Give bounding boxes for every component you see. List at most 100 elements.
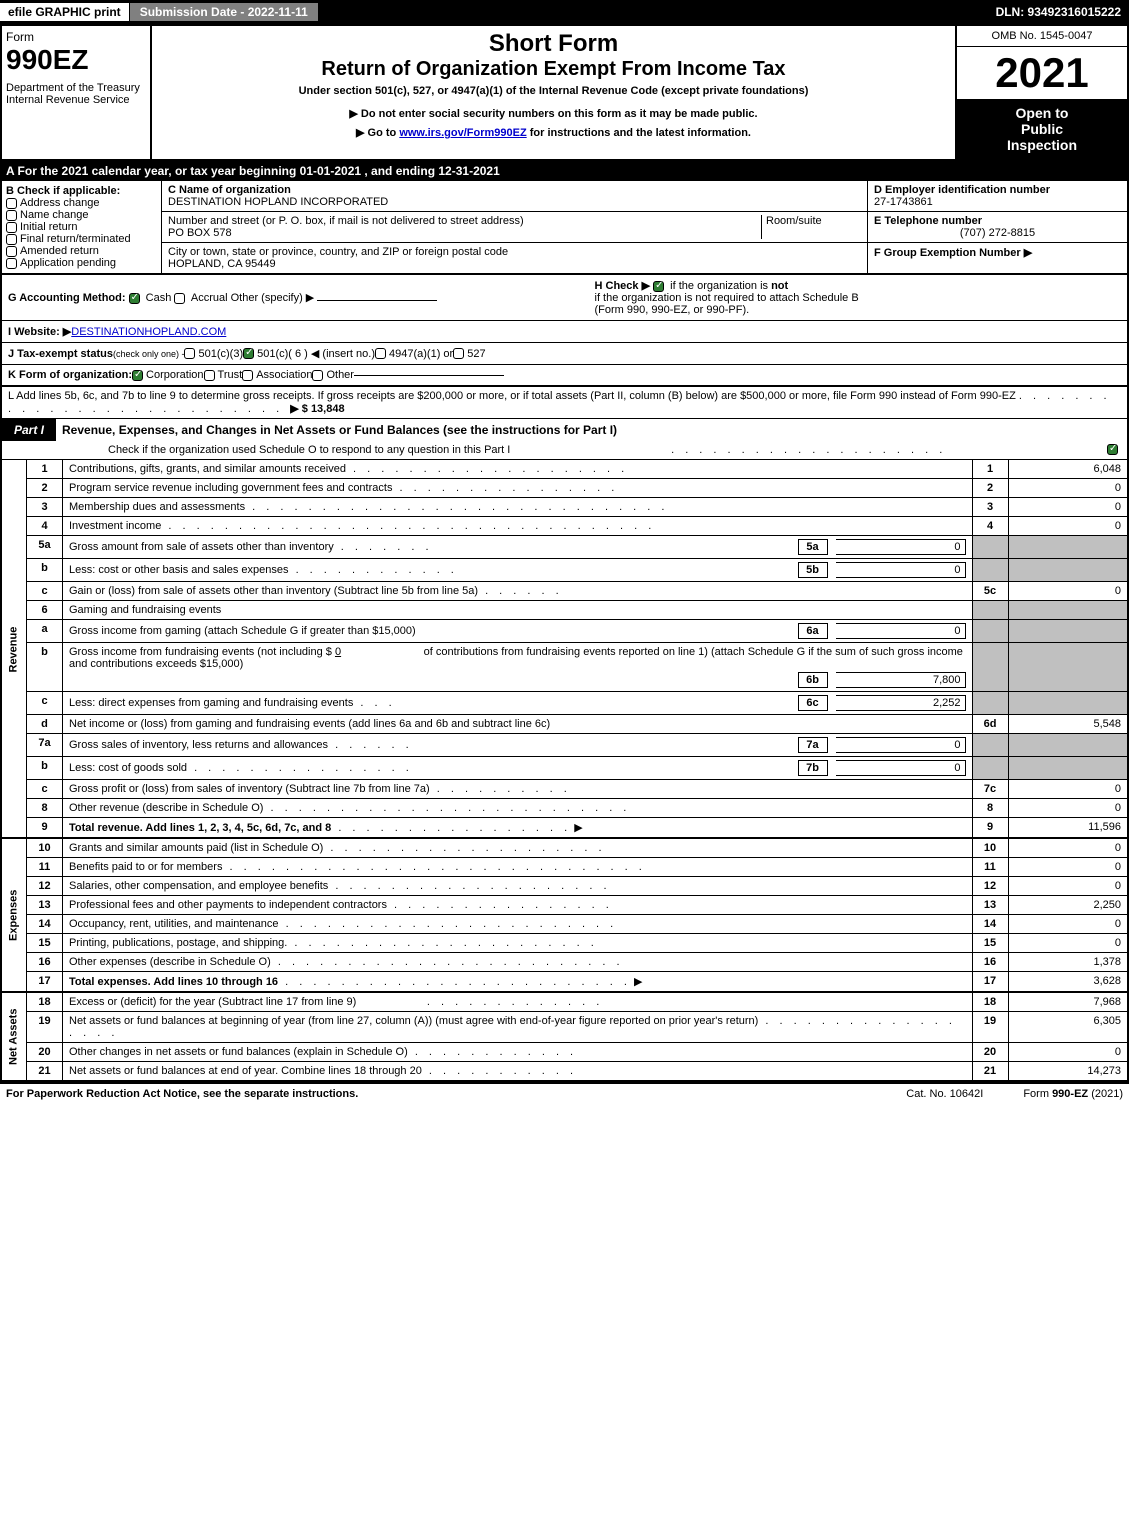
line-6c: Less: direct expenses from gaming and fu… xyxy=(63,692,973,715)
checkbox-scheduleO[interactable] xyxy=(1107,444,1118,455)
efile-label[interactable]: efile GRAPHIC print xyxy=(0,3,129,21)
l-amount: ▶ $ 13,848 xyxy=(290,403,344,415)
org-name: DESTINATION HOPLAND INCORPORATED xyxy=(168,196,388,208)
section-def: D Employer identification number 27-1743… xyxy=(867,181,1127,273)
open-inspection: Open to Public Inspection xyxy=(957,99,1127,159)
section-g: G Accounting Method: Cash Accrual Other … xyxy=(8,291,565,304)
section-b: B Check if applicable: Address change Na… xyxy=(2,181,162,273)
checkbox-final[interactable] xyxy=(6,234,17,245)
main-title: Return of Organization Exempt From Incom… xyxy=(156,58,951,81)
line-2: Program service revenue including govern… xyxy=(63,479,973,498)
goto-note: ▶ Go to www.irs.gov/Form990EZ for instru… xyxy=(156,126,951,139)
line-9: Total revenue. Add lines 1, 2, 3, 4, 5c,… xyxy=(63,818,973,839)
city: HOPLAND, CA 95449 xyxy=(168,258,276,270)
under-section: Under section 501(c), 527, or 4947(a)(1)… xyxy=(156,85,951,97)
checkbox-name[interactable] xyxy=(6,210,17,221)
b-title: B Check if applicable: xyxy=(6,185,157,197)
ein: 27-1743861 xyxy=(874,196,933,208)
checkbox-527[interactable] xyxy=(453,348,464,359)
row-j: J Tax-exempt status (check only one) - 5… xyxy=(0,343,1129,365)
checkbox-address[interactable] xyxy=(6,198,17,209)
part1-check: Check if the organization used Schedule … xyxy=(0,441,1129,459)
side-expenses: Expenses xyxy=(1,838,27,992)
dln: DLN: 93492316015222 xyxy=(988,3,1129,21)
line-14: Occupancy, rent, utilities, and maintena… xyxy=(63,915,973,934)
form-number: 990EZ xyxy=(6,44,146,76)
irs-link[interactable]: www.irs.gov/Form990EZ xyxy=(399,127,526,139)
line-13: Professional fees and other payments to … xyxy=(63,896,973,915)
line-8: Other revenue (describe in Schedule O) .… xyxy=(63,799,973,818)
checkbox-assoc[interactable] xyxy=(242,370,253,381)
section-h: H Check ▶ if the organization is not if … xyxy=(565,279,1122,316)
checkbox-4947[interactable] xyxy=(375,348,386,359)
omb-number: OMB No. 1545-0047 xyxy=(957,26,1127,47)
line-16: Other expenses (describe in Schedule O) … xyxy=(63,953,973,972)
row-i: I Website: ▶ DESTINATIONHOPLAND.COM xyxy=(0,321,1129,343)
line-19: Net assets or fund balances at beginning… xyxy=(63,1012,973,1043)
line-6d: Net income or (loss) from gaming and fun… xyxy=(63,715,973,734)
part1-label: Part I xyxy=(2,419,56,441)
section-c: C Name of organization DESTINATION HOPLA… xyxy=(162,181,867,273)
top-bar: efile GRAPHIC print Submission Date - 20… xyxy=(0,0,1129,24)
row-gh: G Accounting Method: Cash Accrual Other … xyxy=(0,275,1129,321)
page-footer: For Paperwork Reduction Act Notice, see … xyxy=(0,1082,1129,1104)
row-k: K Form of organization: Corporation Trus… xyxy=(0,365,1129,387)
checkbox-trust[interactable] xyxy=(204,370,215,381)
submission-date: Submission Date - 2022-11-11 xyxy=(129,2,319,22)
section-a: A For the 2021 calendar year, or tax yea… xyxy=(0,161,1129,181)
line-5a: Gross amount from sale of assets other t… xyxy=(63,536,973,559)
row-l: L Add lines 5b, 6c, and 7b to line 9 to … xyxy=(0,387,1129,419)
room-suite: Room/suite xyxy=(761,215,861,239)
footer-right: Form 990-EZ (2021) xyxy=(983,1088,1123,1100)
line-21: Net assets or fund balances at end of ye… xyxy=(63,1062,973,1082)
side-revenue: Revenue xyxy=(1,460,27,839)
part1-wrap: Part I Revenue, Expenses, and Changes in… xyxy=(0,419,1129,441)
line-20: Other changes in net assets or fund bala… xyxy=(63,1043,973,1062)
part1-title: Revenue, Expenses, and Changes in Net As… xyxy=(56,419,1127,441)
line-11: Benefits paid to or for members . . . . … xyxy=(63,858,973,877)
line-3: Membership dues and assessments . . . . … xyxy=(63,498,973,517)
line-5b: Less: cost or other basis and sales expe… xyxy=(63,559,973,582)
header-center: Short Form Return of Organization Exempt… xyxy=(152,26,957,159)
line-7a: Gross sales of inventory, less returns a… xyxy=(63,734,973,757)
short-form-title: Short Form xyxy=(156,30,951,58)
footer-left: For Paperwork Reduction Act Notice, see … xyxy=(6,1088,906,1100)
checkbox-amended[interactable] xyxy=(6,246,17,257)
info-grid: B Check if applicable: Address change Na… xyxy=(0,181,1129,275)
website-link[interactable]: DESTINATIONHOPLAND.COM xyxy=(71,326,226,338)
line-15: Printing, publications, postage, and shi… xyxy=(63,934,973,953)
f-label: F Group Exemption Number ▶ xyxy=(874,247,1032,259)
e-label: E Telephone number xyxy=(874,215,982,227)
header-left: Form 990EZ Department of the Treasury In… xyxy=(2,26,152,159)
side-netassets: Net Assets xyxy=(1,992,27,1081)
phone: (707) 272-8815 xyxy=(874,227,1121,239)
checkbox-pending[interactable] xyxy=(6,258,17,269)
form-header: Form 990EZ Department of the Treasury In… xyxy=(0,24,1129,161)
line-17: Total expenses. Add lines 10 through 16 … xyxy=(63,972,973,993)
checkbox-501c[interactable] xyxy=(243,348,254,359)
line-12: Salaries, other compensation, and employ… xyxy=(63,877,973,896)
checkbox-cash[interactable] xyxy=(129,293,140,304)
d-label: D Employer identification number xyxy=(874,184,1050,196)
c-label: C Name of organization xyxy=(168,184,291,196)
addr-label: Number and street (or P. O. box, if mail… xyxy=(168,215,524,227)
line-18: Excess or (deficit) for the year (Subtra… xyxy=(63,992,973,1012)
footer-mid: Cat. No. 10642I xyxy=(906,1088,983,1100)
tax-year: 2021 xyxy=(957,47,1127,99)
city-label: City or town, state or province, country… xyxy=(168,246,508,258)
line-6a: Gross income from gaming (attach Schedul… xyxy=(63,620,973,643)
line-7c: Gross profit or (loss) from sales of inv… xyxy=(63,780,973,799)
line-4: Investment income . . . . . . . . . . . … xyxy=(63,517,973,536)
checkbox-initial[interactable] xyxy=(6,222,17,233)
irs: Internal Revenue Service xyxy=(6,94,146,106)
addr: PO BOX 578 xyxy=(168,227,232,239)
checkbox-h[interactable] xyxy=(653,281,664,292)
checkbox-corp[interactable] xyxy=(132,370,143,381)
checkbox-other[interactable] xyxy=(312,370,323,381)
checkbox-501c3[interactable] xyxy=(184,348,195,359)
dept-treasury: Department of the Treasury xyxy=(6,82,146,94)
line-6b: Gross income from fundraising events (no… xyxy=(63,643,973,692)
line-5c: Gain or (loss) from sale of assets other… xyxy=(63,582,973,601)
ssn-note: ▶ Do not enter social security numbers o… xyxy=(156,107,951,120)
checkbox-accrual[interactable] xyxy=(174,293,185,304)
